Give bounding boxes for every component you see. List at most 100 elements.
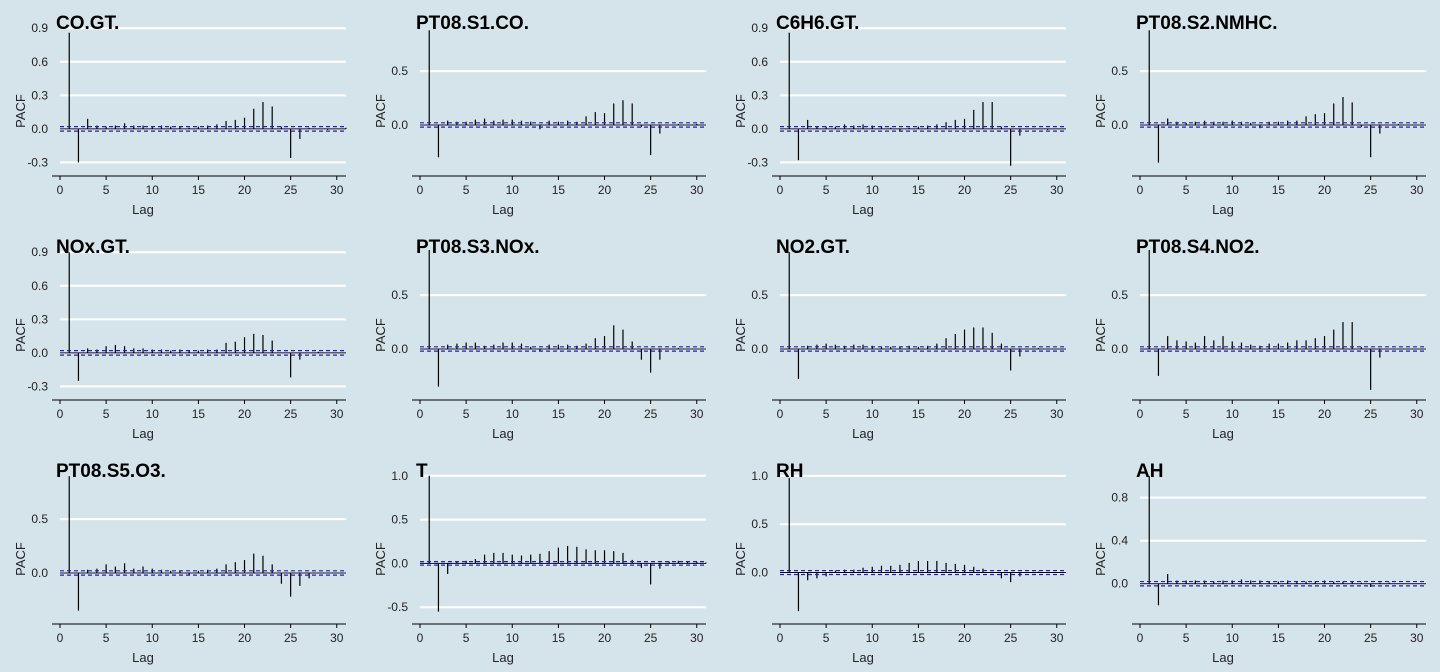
pacf-panel: 0 5 10 15 20 25 30 0.0 0.5 Lag PACF NO2.GT. <box>720 224 1080 448</box>
x-axis-label: Lag <box>132 650 154 665</box>
x-tick-label: 15 <box>192 183 206 197</box>
y-tick-label: 0.5 <box>31 512 48 526</box>
x-tick-label: 20 <box>238 407 252 421</box>
pacf-panel: 0 5 10 15 20 25 30 0.0 0.4 0.8 Lag PACF AH <box>1080 448 1440 672</box>
x-tick-label: 25 <box>284 183 298 197</box>
chart-title: PT08.S2.NMHC. <box>1136 13 1278 34</box>
x-tick-label: 5 <box>463 183 470 197</box>
x-axis-label: Lag <box>852 426 874 441</box>
y-tick-label: 0.4 <box>1111 534 1128 548</box>
pacf-plot-svg: 0 5 10 15 20 25 30 0.0 0.5 Lag PACF <box>13 476 346 665</box>
y-tick-label: -0.5 <box>387 600 408 614</box>
x-tick-label: 20 <box>1318 631 1332 645</box>
x-tick-label: 15 <box>1272 631 1286 645</box>
x-tick-label: 25 <box>644 631 658 645</box>
x-tick-label: 10 <box>146 631 160 645</box>
pacf-plot-svg: 0 5 10 15 20 25 30 0.0 0.5 Lag PACF <box>373 30 706 217</box>
y-tick-label: 0.3 <box>751 88 768 102</box>
y-tick-label: 0.5 <box>751 517 768 531</box>
y-axis-label: PACF <box>373 318 388 352</box>
x-tick-label: 15 <box>552 631 566 645</box>
x-tick-label: 5 <box>823 407 830 421</box>
y-tick-label: 0.0 <box>1111 577 1128 591</box>
pacf-plot-svg: 0 5 10 15 20 25 30 0.0 0.5 Lag PACF <box>1093 30 1426 217</box>
y-tick-label: 0.0 <box>31 346 48 360</box>
pacf-panel: 0 5 10 15 20 25 30 0.0 0.5 Lag PACF PT08.S5.O3. <box>0 448 360 672</box>
x-tick-label: 15 <box>912 631 926 645</box>
x-tick-label: 30 <box>1410 407 1424 421</box>
x-tick-label: 10 <box>866 407 880 421</box>
y-tick-label: 0.9 <box>31 245 48 259</box>
pacf-panel: 0 5 10 15 20 25 30 -0.3 0.0 0.3 0.6 0.9 Lag PACF NOx.G… <box>0 224 360 448</box>
x-tick-label: 5 <box>823 183 830 197</box>
chart-title: RH <box>776 461 804 482</box>
x-tick-label: 10 <box>506 631 520 645</box>
x-axis-label: Lag <box>492 426 514 441</box>
x-tick-label: 25 <box>1364 631 1378 645</box>
x-tick-label: 25 <box>284 631 298 645</box>
y-tick-label: 0.0 <box>751 342 768 356</box>
chart-title: T <box>416 461 428 482</box>
x-tick-label: 0 <box>417 407 424 421</box>
y-tick-label: 0.0 <box>391 556 408 570</box>
y-tick-label: 0.0 <box>391 342 408 356</box>
y-tick-label: 0.5 <box>1111 64 1128 78</box>
x-tick-label: 5 <box>1183 183 1190 197</box>
x-tick-label: 10 <box>866 183 880 197</box>
y-tick-label: 0.3 <box>31 88 48 102</box>
y-axis-label: PACF <box>13 94 28 128</box>
chart-title: NO2.GT. <box>776 237 850 258</box>
chart-title: PT08.S5.O3. <box>56 461 166 482</box>
x-tick-label: 30 <box>1050 407 1064 421</box>
x-tick-label: 10 <box>146 407 160 421</box>
x-tick-label: 5 <box>103 407 110 421</box>
x-tick-label: 15 <box>912 183 926 197</box>
x-tick-label: 10 <box>146 183 160 197</box>
x-tick-label: 25 <box>644 407 658 421</box>
y-tick-label: 1.0 <box>391 469 408 483</box>
x-tick-label: 0 <box>777 183 784 197</box>
x-axis-label: Lag <box>1212 650 1234 665</box>
x-tick-label: 25 <box>1364 407 1378 421</box>
x-axis-label: Lag <box>132 426 154 441</box>
y-tick-label: 0.5 <box>1111 288 1128 302</box>
x-tick-label: 0 <box>777 631 784 645</box>
y-tick-label: 0.6 <box>31 55 48 69</box>
chart-title: CO.GT. <box>56 13 120 34</box>
x-tick-label: 20 <box>958 631 972 645</box>
x-tick-label: 25 <box>1364 183 1378 197</box>
x-axis-label: Lag <box>852 650 874 665</box>
y-tick-label: 0.3 <box>31 312 48 326</box>
x-tick-label: 20 <box>1318 407 1332 421</box>
x-tick-label: 5 <box>823 631 830 645</box>
x-tick-label: 0 <box>57 407 64 421</box>
chart-title: AH <box>1136 461 1164 482</box>
pacf-plot-svg: 0 5 10 15 20 25 30 0.0 0.5 Lag PACF <box>373 250 706 441</box>
pacf-plot-svg: 0 5 10 15 20 25 30 0.0 0.5 Lag PACF <box>1093 250 1426 441</box>
x-axis-label: Lag <box>492 202 514 217</box>
x-tick-label: 20 <box>238 183 252 197</box>
pacf-plot-svg: 0 5 10 15 20 25 30 -0.3 0.0 0.3 0.6 0.9 Lag PACF <box>733 21 1066 217</box>
x-tick-label: 5 <box>463 631 470 645</box>
y-tick-label: 0.0 <box>751 566 768 580</box>
x-tick-label: 30 <box>1410 183 1424 197</box>
x-tick-label: 10 <box>1226 407 1240 421</box>
x-tick-label: 30 <box>1410 631 1424 645</box>
y-tick-label: 1.0 <box>751 469 768 483</box>
x-tick-label: 20 <box>1318 183 1332 197</box>
pacf-plot-svg: 0 5 10 15 20 25 30 0.0 0.5 Lag PACF <box>733 252 1066 441</box>
y-tick-label: 0.9 <box>31 21 48 35</box>
x-axis-label: Lag <box>1212 202 1234 217</box>
chart-title: PT08.S4.NO2. <box>1136 237 1260 258</box>
y-tick-label: 0.6 <box>31 279 48 293</box>
chart-title: PT08.S1.CO. <box>416 13 529 34</box>
x-tick-label: 5 <box>103 183 110 197</box>
x-tick-label: 0 <box>777 407 784 421</box>
x-tick-label: 0 <box>1137 407 1144 421</box>
pacf-panel: 0 5 10 15 20 25 30 0.0 0.5 1.0 Lag PACF RH <box>720 448 1080 672</box>
y-axis-label: PACF <box>1093 94 1108 128</box>
x-tick-label: 0 <box>417 183 424 197</box>
pacf-plot-svg: 0 5 10 15 20 25 30 -0.3 0.0 0.3 0.6 0.9 Lag PACF <box>13 245 346 441</box>
pacf-plot-svg: 0 5 10 15 20 25 30 -0.5 0.0 0.5 1.0 Lag PACF <box>373 469 707 665</box>
